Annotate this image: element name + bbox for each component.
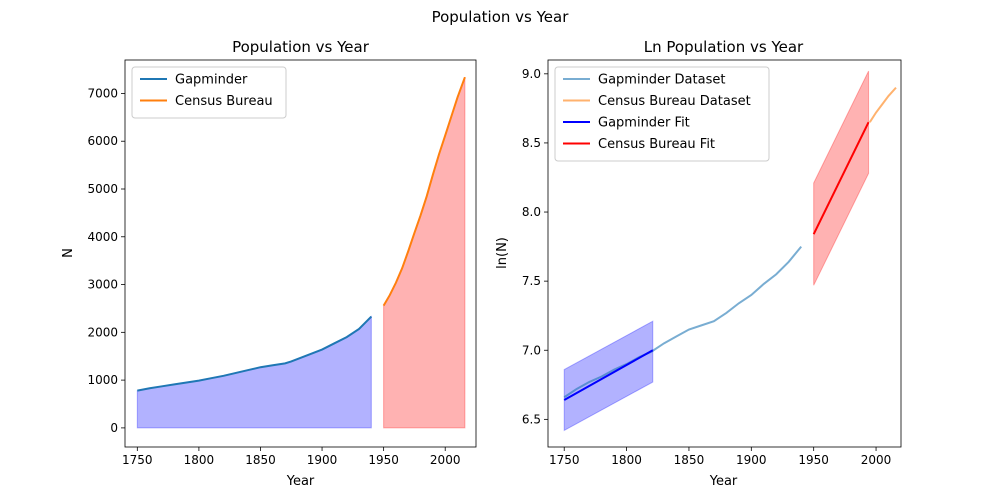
figure-suptitle: Population vs Year <box>432 8 570 26</box>
right-chart-xtick-label: 1900 <box>736 453 767 467</box>
left-chart-xtick-label: 2000 <box>430 453 461 467</box>
left-chart-ytick-label: 3000 <box>87 278 118 292</box>
right-legend-label: Gapminder Dataset <box>598 73 725 88</box>
left-chart-xtick-label: 1900 <box>307 453 338 467</box>
left-chart-xtick-label: 1750 <box>122 453 153 467</box>
left-chart-ytick-label: 5000 <box>87 182 118 196</box>
left-chart-ylabel: N <box>61 248 76 258</box>
right-chart-ytick-label: 7.5 <box>522 274 541 288</box>
right-chart-xtick-label: 1950 <box>798 453 829 467</box>
left-area-census <box>383 77 466 429</box>
left-chart-legend: Gapminder Census Bureau <box>131 66 287 119</box>
left-chart: Population vs Year Year N 1750 1800 1850 19… <box>61 38 477 489</box>
right-chart-ytick-label: 8.0 <box>522 205 541 219</box>
left-chart-ytick-label: 6000 <box>87 134 118 148</box>
left-chart-ytick-label: 7000 <box>87 86 118 100</box>
right-chart-ylabel: ln(N) <box>495 237 510 269</box>
right-chart-ylabel-text: ln(N) <box>495 237 510 269</box>
left-chart-ytick-label: 4000 <box>87 230 118 244</box>
right-chart-xtick-label: 1800 <box>611 453 642 467</box>
right-line-gapminder-fit <box>563 349 654 401</box>
right-line-census-dataset <box>868 86 897 123</box>
left-legend-frame <box>131 66 287 119</box>
right-chart-xtick-label: 1750 <box>549 453 580 467</box>
right-chart-ytick-label: 7.0 <box>522 343 541 357</box>
right-chart-ytick-label: 6.5 <box>522 412 541 426</box>
left-chart-xtick-label: 1950 <box>368 453 399 467</box>
right-line-gapminder-dataset <box>563 245 802 399</box>
right-legend-label: Census Bureau Fit <box>598 137 715 152</box>
right-chart-xtick-label: 2000 <box>861 453 892 467</box>
left-chart-ytick-label: 2000 <box>87 325 118 339</box>
left-chart-ytick-label: 0 <box>110 421 118 435</box>
left-chart-title: Population vs Year <box>232 38 370 56</box>
left-line-census <box>382 76 466 307</box>
left-chart-plot-area: 1750 1800 1850 1900 1950 2000 0 1000 2000 3000 400… <box>87 59 477 467</box>
right-legend-label: Gapminder Fit <box>598 116 690 131</box>
left-legend-label: Census Bureau <box>175 94 273 109</box>
right-chart: Ln Population vs Year Year ln(N) 1750 180… <box>495 38 902 489</box>
right-chart-legend: Gapminder Dataset Census Bureau Dataset Ga… <box>554 66 770 162</box>
right-chart-plot-area: 1750 1800 1850 1900 1950 2000 6.5 7.0 7.5 8.0 8.5 9… <box>522 59 902 467</box>
right-chart-ytick-label: 8.5 <box>522 136 541 150</box>
left-legend-label: Gapminder <box>175 73 248 88</box>
right-chart-axes-frame <box>547 59 902 448</box>
left-chart-xtick-label: 1850 <box>245 453 276 467</box>
left-chart-xtick-label: 1800 <box>184 453 215 467</box>
left-line-gapminder <box>137 315 373 392</box>
left-chart-ytick-label: 1000 <box>87 373 118 387</box>
left-area-gapminder <box>136 315 372 429</box>
right-legend-frame <box>554 66 770 162</box>
right-line-census-fit <box>812 121 870 235</box>
left-chart-axes-frame <box>124 59 477 448</box>
right-chart-xtick-label: 1850 <box>674 453 705 467</box>
right-legend-label: Census Bureau Dataset <box>598 94 751 109</box>
right-chart-xlabel: Year <box>709 474 738 489</box>
right-chart-ytick-label: 9.0 <box>522 67 541 81</box>
right-chart-title: Ln Population vs Year <box>644 38 804 56</box>
left-chart-xlabel: Year <box>286 474 315 489</box>
